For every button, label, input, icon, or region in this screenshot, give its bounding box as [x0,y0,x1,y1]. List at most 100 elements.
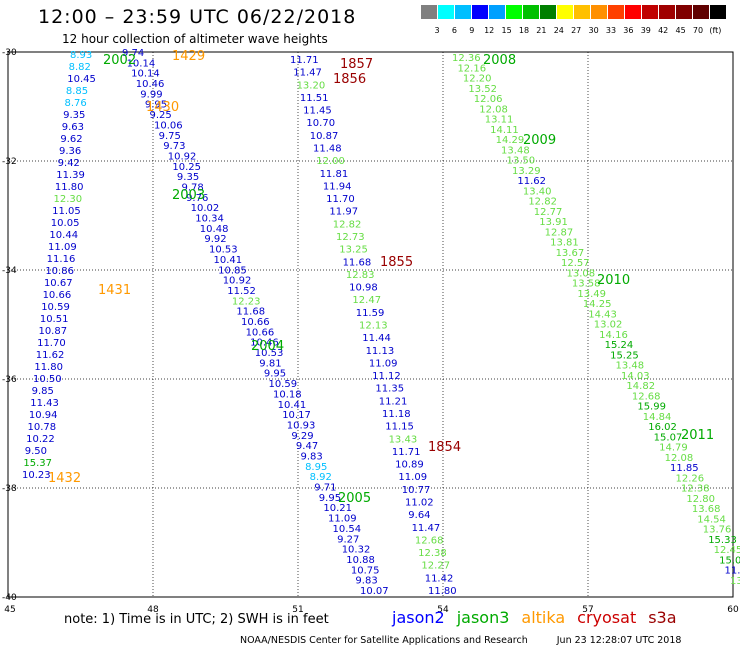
color-scale-label: 21 [536,26,547,35]
wave-height-value: 12.45 [714,545,740,556]
color-swatch [574,5,590,19]
legend-cryosat: cryosat [577,608,637,627]
wave-height-value: 9.95 [145,100,167,111]
wave-height-value: 12.27 [421,561,450,572]
wave-height-value: 10.53 [255,348,284,359]
wave-height-value: 13.11 [485,115,514,126]
wave-height-value: 9.85 [32,386,54,397]
legend-jason2: jason2 [392,608,445,627]
color-swatch [625,5,641,19]
wave-height-value: 11.16 [47,254,76,265]
wave-height-value: 13 [730,576,740,587]
wave-height-value: 15.37 [23,458,52,469]
color-scale-label: 18 [518,26,530,35]
wave-height-value: 12.73 [336,232,365,243]
wave-height-value: 10.45 [67,74,96,85]
pass-label: 1856 [333,72,366,87]
color-scale-label: 39 [640,26,651,35]
color-swatch [710,5,726,19]
wave-height-value: 9.71 [314,483,336,494]
wave-height-value: 10.66 [241,317,270,328]
wave-height-value: 12.68 [415,535,444,546]
wave-height-value: 15.25 [610,350,639,361]
color-swatch [438,5,454,19]
legend-altika: altika [521,608,566,627]
wave-height-value: 9.47 [296,441,318,452]
wave-height-value: 13.29 [512,166,541,177]
color-scale-label: 70 [692,26,704,35]
pass-label: 2005 [338,491,371,506]
wave-height-value: 13.91 [539,217,568,228]
wave-height-value: 13.25 [339,245,368,256]
x-axis-tick-label: 60 [727,605,739,615]
x-axis-tick-label: 48 [147,605,159,615]
wave-height-value: 14.29 [496,135,525,146]
wave-height-value: 10.06 [154,120,183,131]
wave-height-value: 11.48 [313,144,342,155]
wave-height-value: 13.81 [550,238,579,249]
color-scale-label: 24 [553,26,564,35]
wave-height-value: 11.52 [227,286,256,297]
map-subtitle: 12 hour collection of altimeter wave hei… [62,32,328,46]
wave-height-value: 10.07 [360,586,389,597]
wave-height-value: 14.16 [599,330,628,341]
color-swatch [523,5,539,19]
wave-height-value: 10.70 [306,118,335,129]
wave-height-value: 14.43 [588,309,617,320]
color-scale-label: 42 [658,26,669,35]
wave-height-value: 10.53 [209,245,238,256]
color-scale-label: 30 [588,26,599,35]
wave-height-value: 11.05 [52,206,81,217]
wave-height-value: 13.52 [468,84,497,95]
pass-label: 2003 [172,188,205,203]
wave-height-value: 11.02 [405,498,434,509]
wave-height-value: 11.09 [398,472,427,483]
wave-height-value: 11.18 [382,409,411,420]
wave-height-value: 11.80 [34,362,63,373]
wave-height-value: 14.84 [643,412,672,423]
color-scale-label: 36 [623,26,634,35]
wave-height-value: 10.59 [268,379,297,390]
wave-height-value: 12.26 [675,473,704,484]
footer-timestamp: Jun 23 12:28:07 UTC 2018 [556,635,682,646]
wave-height-value: 11.47 [293,68,322,79]
wave-height-value: 10.98 [349,283,378,294]
wave-height-value: 10.93 [287,420,316,431]
color-swatch [591,5,607,19]
wave-height-value: 10.87 [310,131,339,142]
color-scale-label: 27 [571,26,582,35]
wave-height-value: 11.12 [372,371,401,382]
wave-height-value: 15.07 [654,432,683,443]
wave-height-value: 14.25 [583,299,612,310]
wave-height-value: 13.50 [507,156,536,167]
color-swatch [506,5,522,19]
pass-label: 1430 [146,100,179,115]
wave-height-value: 14.03 [621,371,650,382]
wave-height-value: 12.87 [545,227,574,238]
wave-height-value: 11.43 [30,398,59,409]
color-scale-label: 6 [451,26,457,35]
wave-height-values: 8.938.8210.458.858.769.359.639.629.369.4… [22,48,740,597]
y-axis-tick-label: -36 [2,375,17,385]
color-swatch [676,5,692,19]
color-swatch [421,5,437,19]
wave-height-value: 10.02 [191,203,220,214]
wave-height-value: 8.76 [65,98,87,109]
wave-height-value: 15.06 [719,555,740,566]
wave-height-value: 12.30 [54,194,83,205]
wave-height-value: 11.71 [290,55,319,66]
wave-height-value: 12.47 [352,295,381,306]
map-frame [7,51,734,598]
wave-height-value: 10.44 [49,230,78,241]
wave-height-value: 11.68 [236,307,265,318]
wave-height-value: 9.76 [186,193,208,204]
wave-height-value: 11.15 [385,422,414,433]
wave-height-value: 10.87 [38,326,67,337]
wave-height-value: 11.70 [37,338,66,349]
wave-height-value: 13.58 [572,279,601,290]
wave-height-value: 10.92 [168,151,197,162]
wave-height-value: 10.46 [250,338,279,349]
wave-height-value: 10.77 [402,485,431,496]
wave-height-value: 14.11 [490,125,519,136]
wave-height-value: 10.41 [278,400,307,411]
